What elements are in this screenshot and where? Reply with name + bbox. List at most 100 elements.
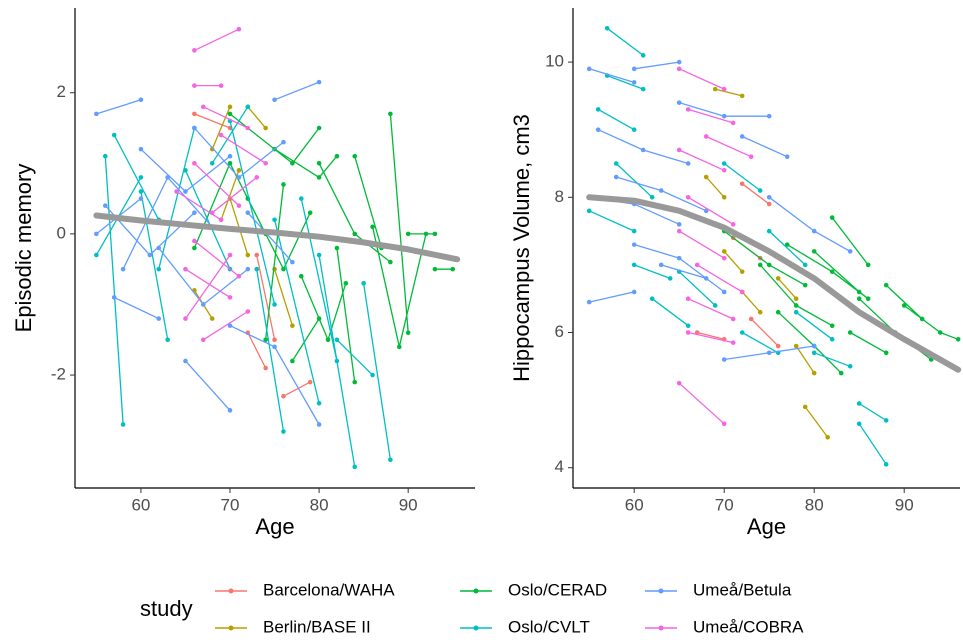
x-tick-label: 80: [805, 495, 824, 514]
point: [281, 182, 286, 187]
point: [138, 146, 144, 152]
point: [281, 393, 286, 399]
trajectory-line: [696, 183, 779, 347]
point: [200, 104, 206, 110]
point: [423, 231, 429, 237]
x-axis-title: Age: [255, 514, 294, 539]
legend-label: Oslo/CVLT: [508, 617, 590, 636]
plot-panel: [93, 26, 461, 470]
point: [721, 289, 727, 295]
trajectory-line: [705, 88, 829, 438]
point: [334, 153, 340, 159]
point: [192, 238, 197, 244]
legend-key-point: [228, 625, 234, 631]
point: [676, 255, 682, 261]
point: [272, 337, 277, 343]
point: [298, 273, 304, 279]
point: [200, 302, 206, 307]
point: [245, 309, 251, 314]
y-tick-label: -2: [51, 365, 66, 384]
point: [263, 160, 268, 166]
point: [721, 194, 727, 200]
point: [192, 160, 197, 166]
point: [450, 266, 456, 272]
legend-label: Umeå/COBRA: [693, 617, 804, 636]
point: [739, 269, 745, 274]
point: [676, 228, 682, 234]
point: [183, 168, 188, 173]
point: [757, 309, 763, 315]
trajectory-line: [95, 106, 392, 468]
point: [388, 111, 393, 117]
point: [254, 175, 260, 180]
point: [102, 203, 108, 208]
point: [856, 296, 862, 302]
point: [227, 252, 233, 258]
point: [712, 86, 718, 92]
legend-key-point: [473, 588, 479, 594]
point: [183, 189, 188, 194]
point: [111, 295, 117, 300]
point: [766, 194, 772, 200]
point: [192, 245, 197, 251]
point: [209, 316, 215, 321]
point: [209, 146, 215, 152]
point: [757, 262, 763, 268]
point: [883, 350, 889, 356]
point: [613, 161, 619, 166]
point: [829, 323, 835, 329]
point: [730, 222, 736, 227]
point: [640, 147, 646, 153]
point: [290, 259, 295, 265]
x-tick-label: 90: [895, 495, 914, 514]
point: [703, 276, 709, 281]
point: [370, 372, 375, 378]
point: [811, 350, 817, 356]
point: [676, 380, 682, 386]
point: [685, 296, 691, 302]
y-tick-label: 2: [57, 82, 66, 101]
point: [138, 97, 144, 103]
smooth-line: [93, 212, 461, 263]
point: [685, 330, 691, 335]
point: [856, 401, 862, 406]
point: [334, 358, 340, 364]
legend-key-point: [658, 588, 664, 594]
point: [631, 228, 637, 234]
point: [183, 266, 188, 272]
y-tick-label: 8: [555, 187, 564, 206]
y-axis-title: Hippocampus Volume, cm3: [509, 114, 534, 382]
y-tick-label: 0: [57, 223, 66, 242]
point: [757, 188, 763, 193]
point: [649, 194, 655, 200]
point: [703, 134, 709, 139]
point: [775, 309, 781, 315]
point: [604, 25, 610, 31]
point: [298, 196, 304, 201]
point: [649, 296, 655, 302]
point: [165, 337, 170, 343]
point: [94, 231, 99, 237]
point: [685, 107, 691, 112]
point: [316, 422, 322, 427]
point: [272, 217, 277, 223]
point: [721, 255, 727, 261]
point: [396, 344, 402, 350]
point: [793, 309, 799, 315]
y-tick-label: 6: [555, 322, 564, 341]
point: [676, 66, 682, 72]
point: [227, 111, 233, 117]
x-tick-label: 70: [221, 495, 240, 514]
point: [227, 153, 233, 159]
point: [272, 344, 277, 350]
point: [200, 337, 206, 343]
point: [721, 167, 727, 173]
point: [120, 422, 126, 427]
point: [883, 418, 889, 423]
point: [685, 161, 691, 166]
point: [802, 404, 808, 410]
point: [829, 215, 835, 220]
point: [227, 295, 233, 300]
point: [316, 316, 322, 321]
point: [183, 358, 188, 364]
